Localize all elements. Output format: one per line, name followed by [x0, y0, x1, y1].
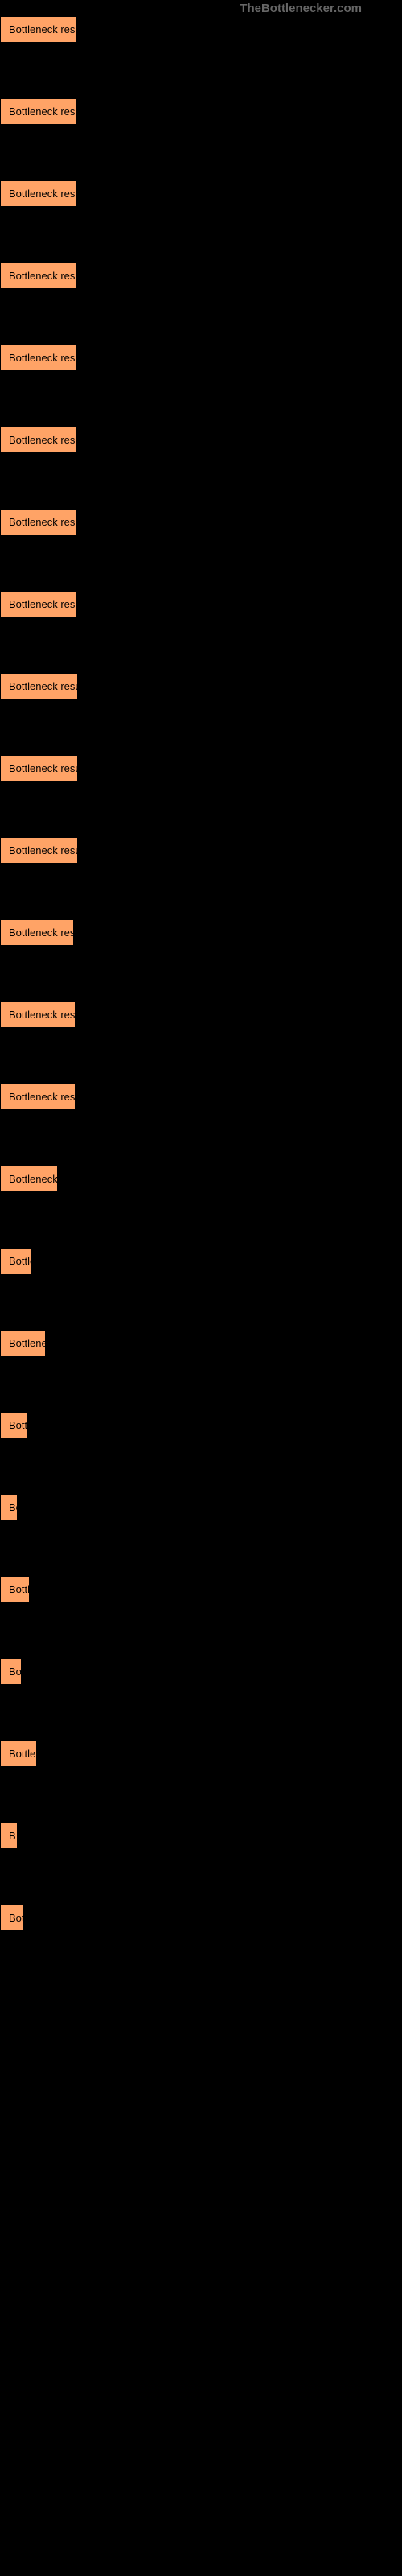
bottleneck-result-box: Bottleneck resul — [0, 1084, 76, 1110]
bottleneck-result-box: Bottleneck result — [0, 673, 78, 700]
bottleneck-result-box: B — [0, 1823, 18, 1849]
bottleneck-result-box: Bottleneck result — [0, 755, 78, 782]
bottleneck-result-box: Bottle — [0, 1412, 28, 1439]
bottleneck-result-box: Bottleneck result — [0, 427, 76, 453]
bottleneck-result-box: Bottl — [0, 1905, 24, 1931]
bottleneck-result-box: Bott — [0, 1658, 22, 1685]
boxes-container: Bottleneck result Bottleneck result Bottle… — [0, 0, 402, 1961]
bottleneck-result-box: Bottlen — [0, 1248, 32, 1274]
bottleneck-result-box: Bottleneck result — [0, 837, 78, 864]
bottleneck-result-box: Bottleneck resul — [0, 1001, 76, 1028]
bottleneck-result-box: Bottle — [0, 1576, 30, 1603]
bottleneck-result-box: Bottleneck result — [0, 262, 76, 289]
bottleneck-result-box: Bottleneck result — [0, 180, 76, 207]
bottleneck-result-box: Bottleneck result — [0, 591, 76, 617]
bottleneck-result-box: Bottleneck — [0, 1330, 46, 1356]
watermark-text: TheBottlenecker.com — [240, 2, 362, 15]
bottleneck-result-box: Bottleneck resu — [0, 919, 74, 946]
bottleneck-result-box: Bottleneck r — [0, 1166, 58, 1192]
bottleneck-result-box: Bottleneck result — [0, 98, 76, 125]
bottleneck-result-box: Bottleneck result — [0, 16, 76, 43]
bottleneck-result-box: Bc — [0, 1494, 18, 1521]
bottleneck-result-box: Bottleneck result — [0, 509, 76, 535]
bottleneck-result-box: Bottlene — [0, 1740, 37, 1767]
bottleneck-result-box: Bottleneck result — [0, 345, 76, 371]
